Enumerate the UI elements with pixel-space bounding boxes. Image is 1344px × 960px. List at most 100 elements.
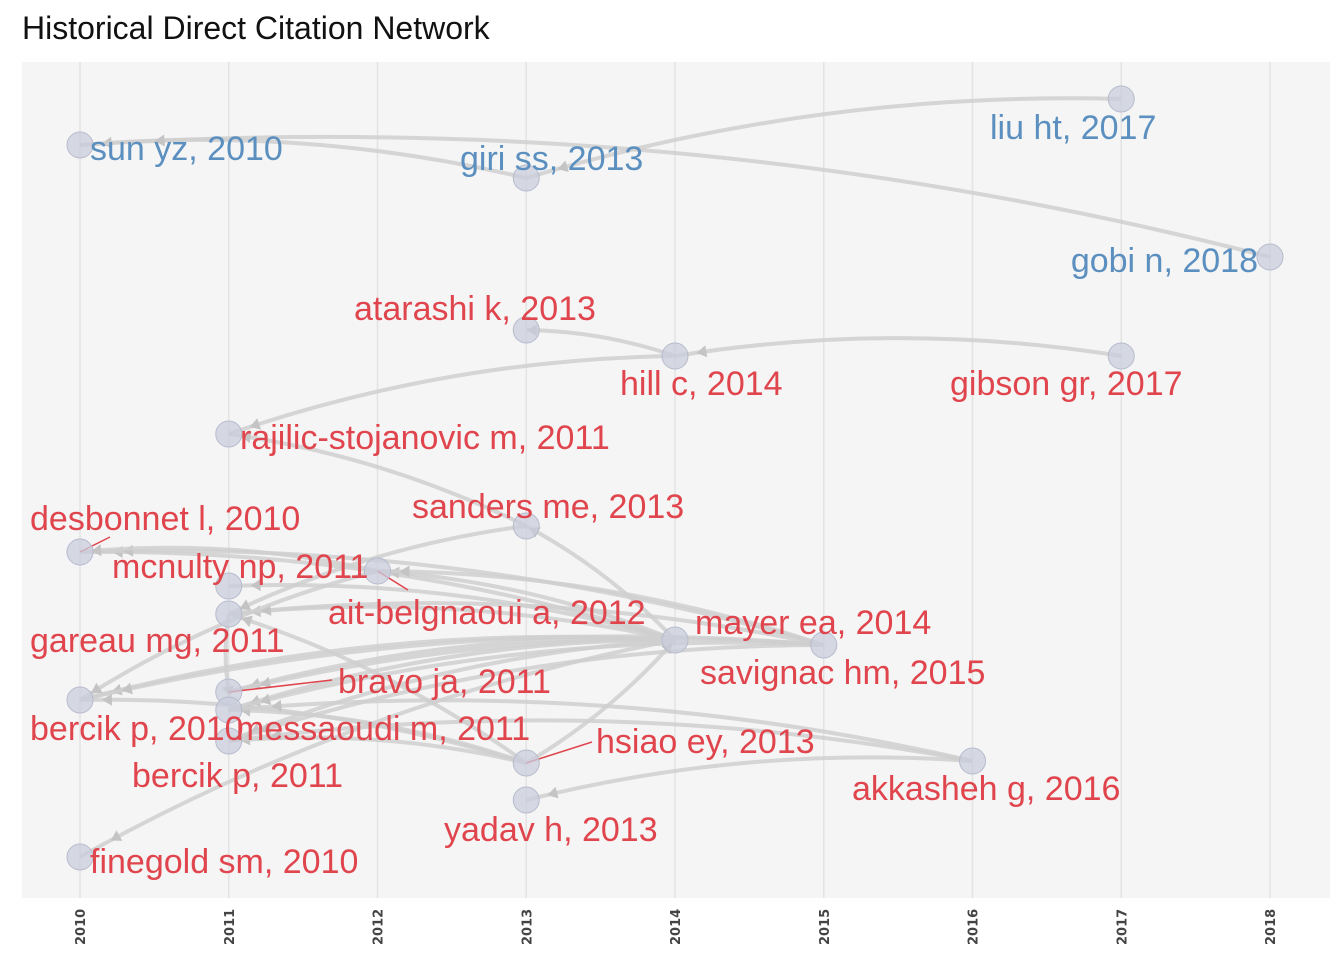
edge-arrowhead bbox=[271, 728, 282, 741]
node-yadav[interactable] bbox=[512, 786, 540, 814]
node-label-sun: sun yz, 2010 bbox=[90, 130, 283, 168]
node-label-bercik2011: bercik p, 2011 bbox=[132, 757, 343, 795]
node-label-sanders: sanders me, 2013 bbox=[412, 488, 684, 526]
label-pointer-bravo bbox=[228, 679, 333, 693]
node-gobi[interactable] bbox=[1256, 243, 1284, 271]
x-tick-label: 2013 bbox=[520, 909, 535, 945]
node-atarashi[interactable] bbox=[512, 316, 540, 344]
node-hill[interactable] bbox=[661, 342, 689, 370]
edge-arrowhead bbox=[91, 682, 103, 694]
citation-edge bbox=[525, 524, 677, 642]
node-sun[interactable] bbox=[66, 131, 94, 159]
citation-edge bbox=[228, 432, 528, 528]
paper-nodes bbox=[66, 85, 1284, 871]
citation-edge bbox=[79, 545, 378, 573]
edge-arrowhead bbox=[260, 676, 272, 689]
node-label-gareau: gareau mg, 2011 bbox=[30, 622, 285, 660]
edge-arrowhead bbox=[547, 786, 559, 799]
node-label-bercik2010: bercik p, 2010 bbox=[30, 710, 244, 748]
citation-edge bbox=[228, 640, 824, 712]
edge-arrowhead bbox=[249, 418, 262, 430]
node-label-hill: hill c, 2014 bbox=[620, 365, 783, 403]
x-tick-label: 2015 bbox=[818, 909, 833, 945]
citation-edge bbox=[228, 601, 825, 647]
node-label-desbonnet: desbonnet l, 2010 bbox=[30, 500, 300, 538]
citation-edge bbox=[377, 569, 676, 642]
citation-edge bbox=[525, 96, 1122, 180]
x-tick-label: 2016 bbox=[967, 909, 982, 945]
node-mayer[interactable] bbox=[661, 626, 689, 654]
edge-arrowhead bbox=[154, 134, 165, 147]
citation-edge bbox=[228, 698, 973, 763]
edge-arrowhead bbox=[110, 830, 123, 841]
x-tick-label: 2017 bbox=[1115, 909, 1130, 945]
node-akkasheh[interactable] bbox=[959, 747, 986, 775]
citation-edges bbox=[78, 96, 1271, 859]
node-rajilic[interactable] bbox=[215, 420, 243, 448]
node-label-bravo: bravo ja, 2011 bbox=[338, 663, 551, 701]
edge-arrowhead bbox=[260, 693, 272, 705]
node-label-finegold: finegold sm, 2010 bbox=[90, 843, 358, 881]
citation-edge bbox=[79, 634, 824, 702]
x-tick-label: 2010 bbox=[74, 909, 89, 945]
x-tick-label: 2011 bbox=[223, 909, 238, 945]
citation-edge bbox=[674, 336, 1122, 358]
node-label-messaoudi: messaoudi m, 2011 bbox=[236, 710, 530, 748]
node-label-atarashi: atarashi k, 2013 bbox=[354, 290, 596, 328]
node-gibson[interactable] bbox=[1107, 342, 1135, 370]
node-desbonnet[interactable] bbox=[66, 538, 94, 566]
node-giri[interactable] bbox=[512, 164, 540, 192]
node-bercik2010[interactable] bbox=[66, 686, 94, 714]
citation-edge bbox=[525, 755, 973, 802]
citation-edge bbox=[228, 612, 528, 765]
edge-arrowhead bbox=[696, 345, 708, 358]
x-tick-label: 2012 bbox=[372, 909, 387, 945]
edge-arrowhead bbox=[239, 599, 252, 611]
node-label-mayer: mayer ea, 2014 bbox=[695, 604, 931, 642]
node-label-savignac: savignac hm, 2015 bbox=[700, 654, 985, 692]
chart-title: Historical Direct Citation Network bbox=[22, 10, 490, 46]
node-gareau[interactable] bbox=[215, 600, 243, 628]
node-label-gibson: gibson gr, 2017 bbox=[950, 365, 1183, 403]
citation-edge bbox=[228, 735, 527, 765]
node-label-mcnulty: mcnulty np, 2011 bbox=[112, 548, 368, 586]
node-label-gobi: gobi n, 2018 bbox=[1071, 242, 1258, 280]
node-label-ait: ait-belgnaoui a, 2012 bbox=[328, 594, 646, 632]
x-tick-label: 2014 bbox=[669, 909, 684, 945]
node-savignac[interactable] bbox=[810, 631, 838, 659]
node-label-giri: giri ss, 2013 bbox=[460, 140, 643, 178]
node-hsiao[interactable] bbox=[512, 749, 540, 777]
citation-edge bbox=[377, 569, 825, 647]
edge-arrowhead bbox=[250, 579, 261, 592]
node-finegold[interactable] bbox=[66, 843, 94, 871]
citation-edge bbox=[79, 638, 676, 859]
node-bercik2011[interactable] bbox=[215, 727, 243, 755]
node-liu[interactable] bbox=[1107, 85, 1135, 113]
citation-edge bbox=[228, 718, 973, 763]
plot-panel bbox=[22, 62, 1330, 898]
citation-edge bbox=[526, 328, 676, 358]
edge-arrowhead bbox=[399, 565, 410, 578]
node-mcnulty[interactable] bbox=[215, 572, 243, 600]
node-sanders[interactable] bbox=[512, 512, 540, 540]
edge-arrowhead bbox=[557, 160, 569, 172]
node-label-liu: liu ht, 2017 bbox=[990, 109, 1156, 147]
node-ait[interactable] bbox=[364, 557, 391, 585]
edge-arrowhead bbox=[91, 544, 102, 557]
node-messaoudi[interactable] bbox=[215, 696, 243, 724]
edge-arrowhead bbox=[271, 699, 282, 712]
edge-arrowhead bbox=[241, 615, 253, 628]
citation-edge bbox=[228, 354, 676, 436]
citation-edge bbox=[79, 134, 1271, 259]
node-label-yadav: yadav h, 2013 bbox=[444, 811, 658, 849]
x-tick-label: 2018 bbox=[1264, 909, 1279, 945]
x-axis-ticks: 2010 2011 2012 2013 2014 2015 2016 2017 2018 bbox=[74, 909, 1279, 945]
edge-arrowhead bbox=[101, 693, 112, 706]
edge-arrowhead bbox=[121, 682, 133, 695]
node-label-hsiao: hsiao ey, 2013 bbox=[596, 723, 815, 761]
node-label-rajilic: rajilic-stojanovic m, 2011 bbox=[240, 419, 610, 457]
edge-arrowhead bbox=[240, 431, 252, 444]
node-label-akkasheh: akkasheh g, 2016 bbox=[852, 770, 1120, 808]
citation-edge bbox=[79, 548, 825, 647]
